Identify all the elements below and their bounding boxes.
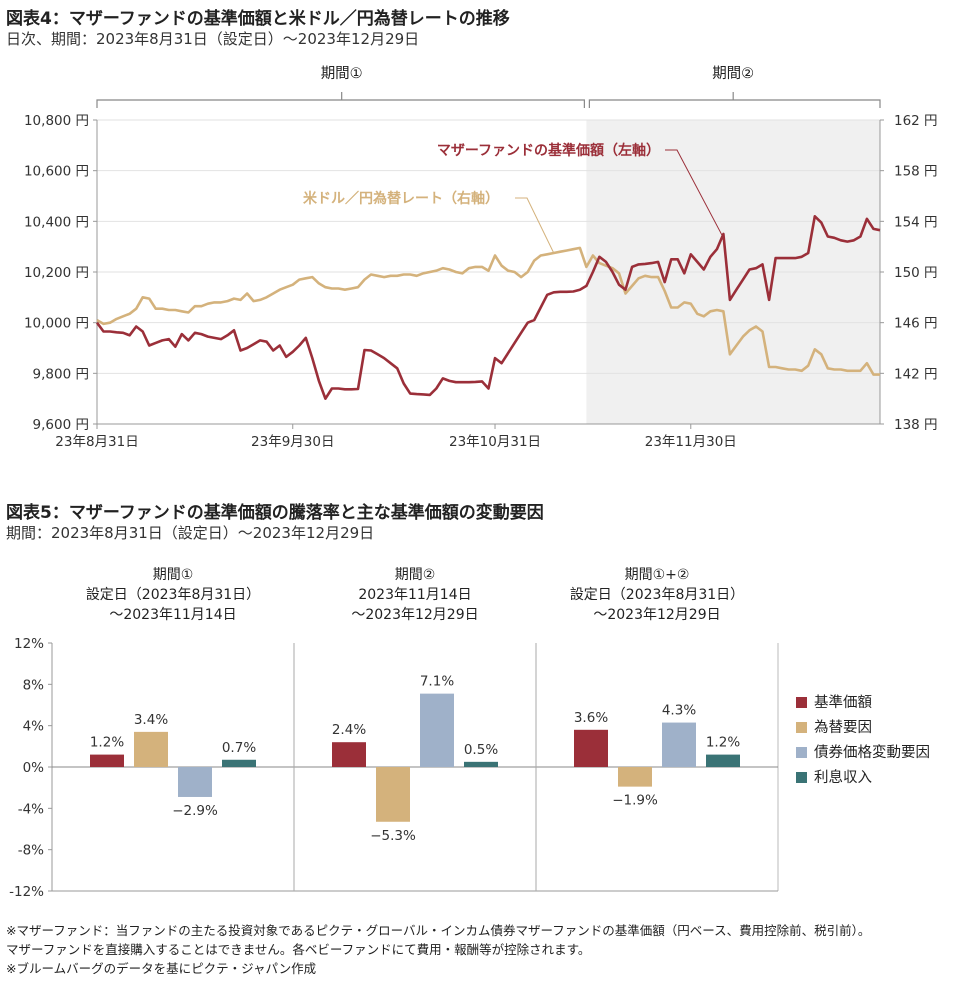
group-header-line: 期間①+② [625,567,690,583]
right-tick-label: 154 円 [894,214,938,230]
left-tick-label: 10,600 円 [24,164,89,180]
legend-label: 債券価格変動要因 [814,744,930,761]
nav-series-label: マザーファンドの基準価額（左軸） [437,142,660,159]
bar-value-label: 0.5% [464,742,498,758]
y-tick-label: -8% [18,843,44,859]
chart1-subtitle: 日次、期間：2023年8月31日（設定日）～2023年12月29日 [6,30,420,48]
left-tick-label: 10,200 円 [24,265,89,281]
y-tick-label: -4% [18,801,44,817]
legend-label: 基準価額 [814,694,872,711]
bar-4 [706,754,740,767]
period2-label: 期間② [712,65,754,82]
usdjpy-leader-line [515,197,555,254]
right-tick-label: 162 円 [894,113,938,129]
chart1-title: 図表4：マザーファンドの基準価額と米ドル／円為替レートの推移 [6,9,510,29]
legend-swatch [796,772,807,783]
period2-bracket [588,99,881,108]
nav-leader-line [665,149,724,239]
bar-value-label: 1.2% [706,735,740,751]
y-tick-label: 12% [14,636,44,652]
legend-swatch [796,697,807,708]
period1-label: 期間① [321,65,363,82]
right-tick-label: 158 円 [894,164,938,180]
chart2-title: 図表5：マザーファンドの基準価額の騰落率と主な基準価額の変動要因 [6,503,544,523]
bar-value-label: 4.3% [662,703,696,719]
group-header-line: ～2023年12月29日 [593,607,720,623]
group-header-line: 設定日（2023年8月31日） [570,587,744,603]
bar-value-label: 3.4% [134,712,168,728]
x-tick-label: 23年9月30日 [251,434,334,450]
bar-1 [332,742,366,767]
legend-label: 利息収入 [814,769,872,786]
chart1-line-chart: 10,800 円 10,600 円 10,400 円 10,200 円 10,000 円… [24,65,938,450]
x-tick-label: 23年10月31日 [449,434,541,450]
bar-3 [662,722,696,767]
bar-value-label: 1.2% [90,735,124,751]
chart2-bar-chart: 12% 8% 4% 0% -4% -8% -12% 期間① 設定日（2023年8月31日） ～20… [9,567,930,900]
usdjpy-line [96,246,880,376]
nav-line [95,215,881,401]
bar-value-label: 3.6% [574,710,608,726]
bar-1 [90,754,124,767]
bar-1 [574,729,608,767]
left-tick-label: 9,600 円 [33,417,89,433]
bar-value-label: −2.9% [172,803,218,819]
bar-4 [222,759,256,767]
bar-value-label: 7.1% [420,674,454,690]
legend-swatch [796,722,807,733]
group-header-line: ～2023年11月14日 [109,607,236,623]
y-tick-label: -12% [9,884,44,900]
group-header-line: ～2023年12月29日 [351,607,478,623]
bar-value-label: −5.3% [370,828,416,844]
bar-value-label: 2.4% [332,722,366,738]
bar-value-label: 0.7% [222,740,256,756]
bar-4 [464,761,498,767]
chart2-subtitle: 期間：2023年8月31日（設定日）～2023年12月29日 [6,524,375,542]
left-tick-label: 10,800 円 [24,113,89,129]
right-tick-label: 150 円 [894,265,938,281]
usdjpy-series-label: 米ドル／円為替レート（右軸） [303,190,499,207]
group-header-line: 期間① [153,567,194,583]
right-tick-label: 138 円 [894,417,938,433]
right-tick-label: 142 円 [894,366,938,382]
y-tick-label: 8% [23,677,45,693]
bar-value-label: −1.9% [612,793,658,809]
bar-3 [178,767,212,797]
footnote-3: ※ブルームバーグのデータを基にピクテ・ジャパン作成 [6,961,317,976]
legend-swatch [796,747,807,758]
y-tick-label: 4% [23,719,45,735]
bar-2 [134,731,168,767]
bar-2 [376,767,410,822]
footnote-1: ※マザーファンド：当ファンドの主たる投資対象であるピクテ・グローバル・インカム債… [6,923,871,938]
period1-bracket [96,99,585,108]
group-header-line: 期間② [395,567,436,583]
right-tick-label: 146 円 [894,316,938,332]
bar-3 [420,693,454,767]
left-tick-label: 10,000 円 [24,316,89,332]
legend-label: 為替要因 [814,719,872,736]
footnote-2: マザーファンドを直接購入することはできません。各ベビーファンドにて費用・報酬等が… [6,942,591,957]
x-tick-label: 23年8月31日 [55,434,138,450]
left-tick-label: 10,400 円 [24,214,89,230]
group-header-line: 2023年11月14日 [358,587,471,603]
y-tick-label: 0% [23,760,45,776]
bar-2 [618,767,652,787]
group-header-line: 設定日（2023年8月31日） [86,587,260,603]
left-tick-label: 9,800 円 [33,366,89,382]
x-tick-label: 23年11月30日 [645,434,737,450]
